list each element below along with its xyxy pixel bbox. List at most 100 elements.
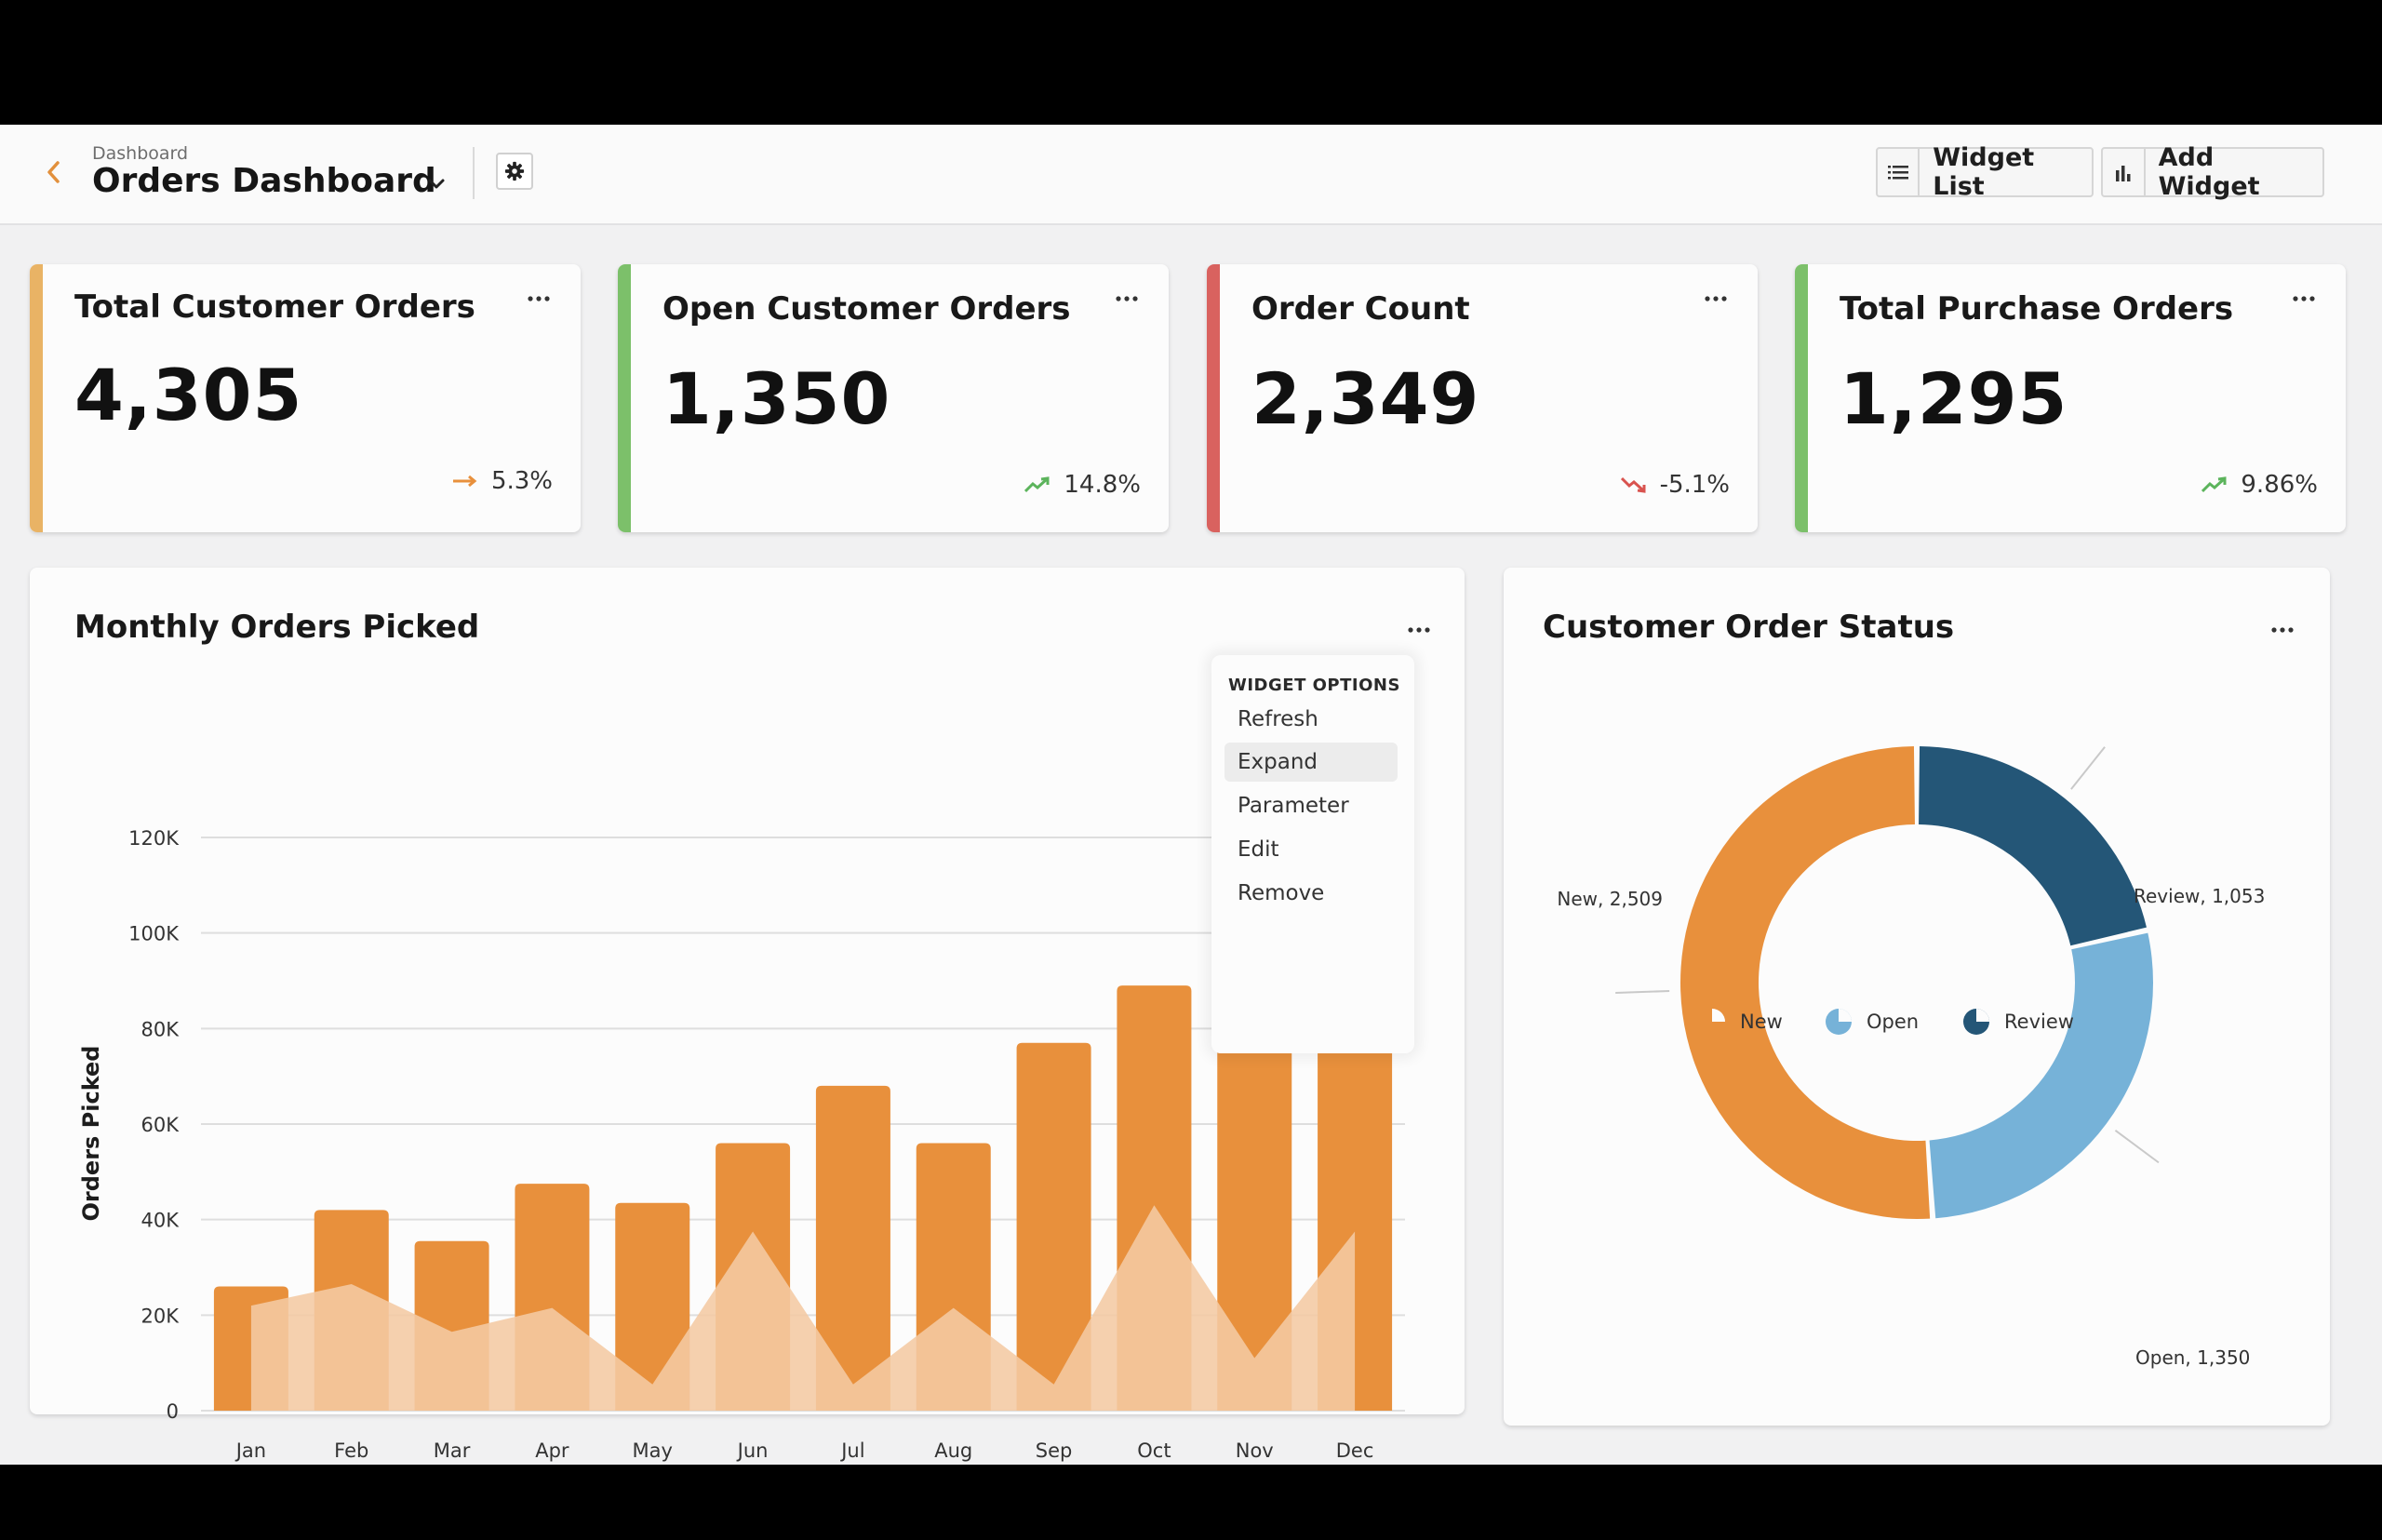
y-tick-label: 100K: [128, 923, 180, 945]
y-axis-label: Orders Picked: [78, 1046, 104, 1222]
kpi-trend: 9.86%: [2201, 471, 2318, 499]
kpi-trend: 14.8%: [1024, 471, 1141, 499]
x-tick-label: Oct: [1137, 1440, 1171, 1462]
legend-item-new: New: [1699, 1009, 1783, 1035]
kpi-value: 1,350: [662, 357, 891, 440]
back-arrow-icon[interactable]: [39, 156, 71, 188]
card-accent: [618, 264, 631, 532]
kpi-trend-value: 14.8%: [1064, 471, 1141, 499]
more-icon[interactable]: [1704, 294, 1728, 303]
gear-icon: [504, 161, 525, 181]
menu-item-refresh[interactable]: Refresh: [1238, 707, 1318, 731]
trend-up-icon: [2201, 476, 2227, 493]
more-icon[interactable]: [2270, 625, 2295, 635]
kpi-trend: -5.1%: [1620, 471, 1730, 499]
menu-title: WIDGET OPTIONS: [1228, 676, 1400, 695]
widget-options-menu: WIDGET OPTIONS Refresh Expand Parameter …: [1211, 655, 1414, 1053]
kpi-trend-value: 5.3%: [490, 467, 553, 495]
y-tick-label: 0: [167, 1400, 179, 1423]
legend-label: Review: [2004, 1011, 2074, 1033]
add-widget-label: Add Widget: [2158, 143, 2260, 201]
bar-sep: [1016, 1042, 1091, 1411]
leader-line: [2070, 746, 2106, 790]
x-tick-label: Aug: [934, 1440, 972, 1462]
list-icon: [1878, 149, 1920, 195]
menu-item-edit[interactable]: Edit: [1238, 837, 1279, 862]
menu-item-expand[interactable]: Expand: [1224, 743, 1398, 782]
x-tick-label: Dec: [1336, 1440, 1374, 1462]
kpi-trend: 5.3%: [452, 467, 553, 495]
slice-label-new: New, 2,509: [1557, 888, 1663, 910]
x-tick-label: Mar: [434, 1440, 471, 1462]
legend-label: New: [1740, 1011, 1783, 1033]
arrow-right-icon: [452, 475, 477, 488]
more-icon[interactable]: [527, 294, 551, 303]
kpi-title: Order Count: [1251, 290, 1470, 328]
dashboard-app: Dashboard Orders Dashboard: [0, 125, 2382, 1465]
donut-slice-open: [1929, 932, 2153, 1219]
legend-item-review: Review: [1963, 1009, 2074, 1035]
more-icon[interactable]: [2292, 294, 2316, 303]
trend-up-icon: [1024, 476, 1050, 493]
y-tick-label: 80K: [141, 1018, 181, 1040]
donut-slice-new: [1679, 746, 1931, 1219]
more-icon[interactable]: [1115, 294, 1139, 303]
x-tick-label: May: [633, 1440, 673, 1462]
pie-slice-notch: [1976, 1009, 1989, 1022]
bar-nov: [1217, 1028, 1292, 1411]
kpi-title: Total Purchase Orders: [1840, 290, 2234, 328]
settings-button[interactable]: [496, 153, 533, 190]
kpi-card-total-customer-orders: Total Customer Orders 4,305 5.3%: [30, 264, 581, 532]
customer-order-status-chart: New, 2,509 Open, 1,350 Review, 1,053 New Ope…: [1557, 746, 2265, 1369]
legend-label: Open: [1867, 1011, 1919, 1033]
pie-slice-notch: [1839, 1009, 1852, 1022]
top-bar: Dashboard Orders Dashboard: [0, 125, 2382, 225]
kpi-trend-value: 9.86%: [2241, 471, 2318, 499]
kpi-card-total-purchase-orders: Total Purchase Orders 1,295 9.86%: [1795, 264, 2346, 532]
x-tick-label: Feb: [334, 1440, 368, 1462]
legend-item-open: Open: [1826, 1009, 1919, 1035]
trend-down-icon: [1620, 476, 1646, 493]
customer-order-status-widget: Customer Order Status: [1504, 568, 2330, 1426]
x-tick-label: Nov: [1236, 1440, 1274, 1462]
slice-label-review: Review, 1,053: [2134, 885, 2265, 907]
bar-chart-icon: [2103, 149, 2146, 195]
widget-title: Customer Order Status: [1543, 609, 1955, 646]
kpi-value: 4,305: [74, 354, 303, 436]
kpi-card-order-count: Order Count 2,349 -5.1%: [1207, 264, 1758, 532]
breadcrumb[interactable]: Dashboard: [92, 143, 189, 164]
card-accent: [1795, 264, 1808, 532]
divider: [473, 147, 475, 199]
kpi-value: 2,349: [1251, 357, 1480, 440]
card-accent: [1207, 264, 1220, 532]
menu-item-remove[interactable]: Remove: [1238, 881, 1325, 905]
x-tick-label: Jul: [839, 1440, 864, 1462]
widget-title: Monthly Orders Picked: [74, 609, 480, 646]
x-tick-label: Jan: [234, 1440, 266, 1462]
widget-list-label: Widget List: [1933, 143, 2035, 201]
kpi-trend-value: -5.1%: [1659, 471, 1730, 499]
chevron-down-icon[interactable]: [424, 172, 448, 196]
widget-list-button[interactable]: Widget List: [1876, 143, 2094, 201]
bar-jul: [815, 1085, 890, 1411]
x-tick-label: Sep: [1036, 1440, 1073, 1462]
kpi-value: 1,295: [1840, 357, 2068, 440]
y-tick-label: 120K: [128, 827, 180, 850]
slice-label-open: Open, 1,350: [2135, 1346, 2250, 1369]
kpi-title: Total Customer Orders: [74, 288, 475, 326]
x-tick-label: Apr: [535, 1440, 569, 1462]
pie-slice-notch: [1712, 1009, 1725, 1022]
add-widget-button[interactable]: Add Widget: [2101, 143, 2324, 201]
page-title[interactable]: Orders Dashboard: [92, 162, 436, 200]
kpi-title: Open Customer Orders: [662, 290, 1071, 328]
monthly-orders-chart: 0 20K 40K 60K 80K 100K 120K Jan Feb Mar Apr May Jun J…: [78, 827, 1405, 1462]
donut-slice-review: [1919, 746, 2147, 946]
menu-item-parameter[interactable]: Parameter: [1238, 794, 1349, 818]
y-tick-label: 20K: [141, 1305, 181, 1327]
card-accent: [30, 264, 43, 532]
area-series: [250, 1205, 1356, 1411]
more-icon[interactable]: [1407, 625, 1431, 635]
y-tick-label: 60K: [141, 1114, 181, 1136]
leader-line: [2114, 1129, 2160, 1164]
y-tick-label: 40K: [141, 1210, 181, 1232]
